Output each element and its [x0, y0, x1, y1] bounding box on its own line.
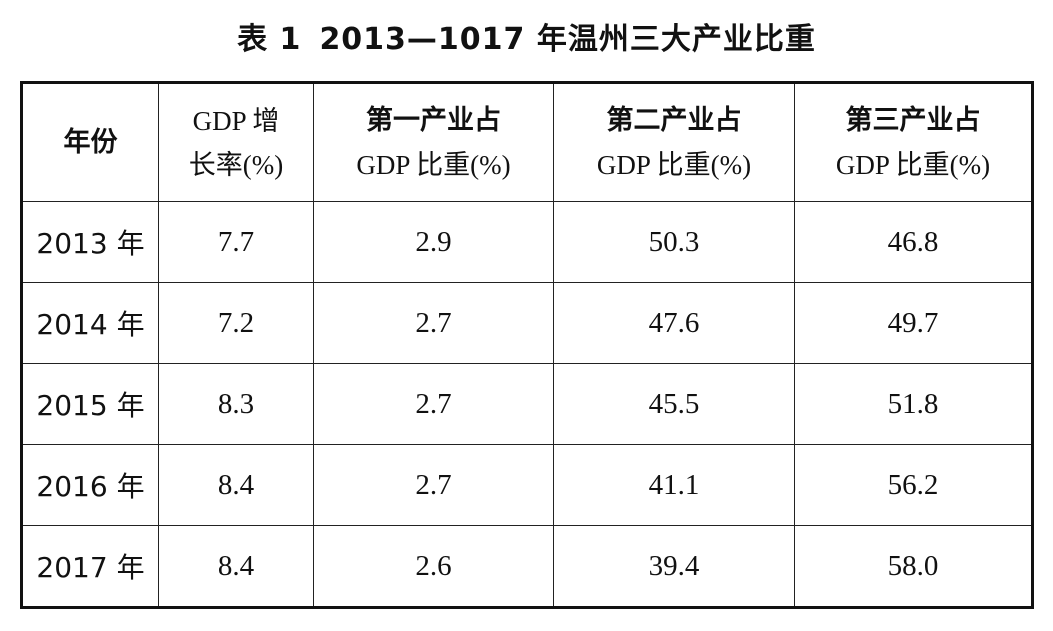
header-primary-share: 第一产业占 GDP 比重(%) [313, 82, 554, 202]
cell-primary-share: 2.6 [313, 525, 554, 608]
cell-gdp-growth: 7.2 [158, 282, 314, 364]
table-row: 2015 年 8.3 2.7 45.5 51.8 [21, 363, 1033, 445]
cell-year: 2013 年 [21, 201, 159, 283]
header-primary-share-line1: 第一产业占 [366, 104, 501, 136]
cell-tertiary-share: 56.2 [794, 444, 1033, 526]
table-row: 2017 年 8.4 2.6 39.4 58.0 [21, 525, 1033, 608]
cell-tertiary-share: 46.8 [794, 201, 1033, 283]
cell-secondary-share: 39.4 [553, 525, 795, 608]
header-gdp-growth: GDP 增 长率(%) [158, 82, 314, 202]
cell-secondary-share: 45.5 [553, 363, 795, 445]
table-title: 表 1 2013—1017 年温州三大产业比重 [0, 14, 1053, 58]
header-row: 年份 GDP 增 长率(%) 第一产业占 GDP 比重(%) 第二产业占 GDP… [21, 82, 1033, 202]
header-secondary-share-line2: GDP 比重(%) [596, 149, 752, 180]
cell-year: 2016 年 [21, 444, 159, 526]
header-year-label: 年份 [63, 127, 118, 158]
cell-secondary-share: 41.1 [553, 444, 795, 526]
cell-primary-share: 2.9 [313, 201, 554, 283]
cell-tertiary-share: 49.7 [794, 282, 1033, 364]
table-number: 表 1 [237, 22, 302, 57]
table-row: 2013 年 7.7 2.9 50.3 46.8 [21, 201, 1033, 283]
cell-secondary-share: 47.6 [553, 282, 795, 364]
header-gdp-growth-line1: GDP 增 [192, 105, 280, 136]
table-row: 2016 年 8.4 2.7 41.1 56.2 [21, 444, 1033, 526]
table-row: 2014 年 7.2 2.7 47.6 49.7 [21, 282, 1033, 364]
cell-year: 2017 年 [21, 525, 159, 608]
header-year: 年份 [21, 82, 159, 202]
header-primary-share-line2: GDP 比重(%) [356, 149, 511, 180]
header-tertiary-share-line2: GDP 比重(%) [835, 149, 991, 180]
cell-tertiary-share: 51.8 [794, 363, 1033, 445]
cell-gdp-growth: 8.4 [158, 444, 314, 526]
cell-gdp-growth: 7.7 [158, 201, 314, 283]
header-tertiary-share-line1: 第三产业占 [845, 104, 981, 136]
header-tertiary-share: 第三产业占 GDP 比重(%) [794, 82, 1033, 202]
cell-primary-share: 2.7 [313, 444, 554, 526]
cell-tertiary-share: 58.0 [794, 525, 1033, 608]
cell-primary-share: 2.7 [313, 282, 554, 364]
cell-year: 2014 年 [21, 282, 159, 364]
header-gdp-growth-line2: 长率(%) [188, 149, 284, 180]
cell-secondary-share: 50.3 [553, 201, 795, 283]
table-caption: 2013—1017 年温州三大产业比重 [319, 22, 816, 57]
header-secondary-share-line1: 第二产业占 [606, 104, 742, 136]
cell-gdp-growth: 8.3 [158, 363, 314, 445]
cell-primary-share: 2.7 [313, 363, 554, 445]
cell-gdp-growth: 8.4 [158, 525, 314, 608]
cell-year: 2015 年 [21, 363, 159, 445]
data-table: 年份 GDP 增 长率(%) 第一产业占 GDP 比重(%) 第二产业占 GDP… [20, 81, 1034, 609]
header-secondary-share: 第二产业占 GDP 比重(%) [553, 82, 795, 202]
